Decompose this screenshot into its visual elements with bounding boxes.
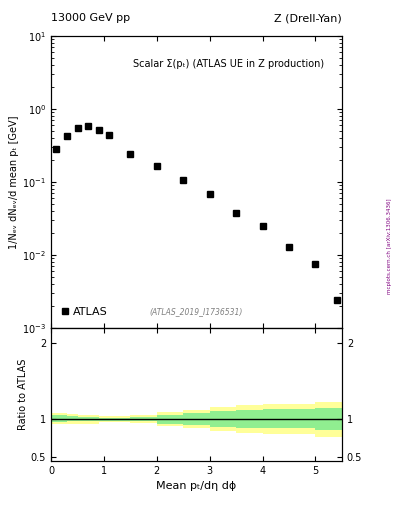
ATLAS [96,126,101,133]
ATLAS [75,125,80,131]
ATLAS [286,244,291,250]
Text: mcplots.cern.ch [arXiv:1306.3436]: mcplots.cern.ch [arXiv:1306.3436] [387,198,392,293]
X-axis label: Mean pₜ/dη dϕ: Mean pₜ/dη dϕ [156,481,237,491]
ATLAS [64,133,69,139]
ATLAS [86,123,90,129]
ATLAS [128,151,133,157]
Line: ATLAS: ATLAS [53,123,340,304]
Legend: ATLAS: ATLAS [57,302,114,323]
ATLAS [107,132,112,138]
ATLAS [181,177,185,183]
ATLAS [154,163,159,169]
ATLAS [54,146,59,153]
Y-axis label: Ratio to ATLAS: Ratio to ATLAS [18,359,28,430]
Text: 13000 GeV pp: 13000 GeV pp [51,13,130,23]
Text: (ATLAS_2019_I1736531): (ATLAS_2019_I1736531) [150,307,243,316]
Text: Z (Drell-Yan): Z (Drell-Yan) [274,13,342,23]
ATLAS [234,209,239,216]
Text: Scalar Σ(pₜ) (ATLAS UE in Z production): Scalar Σ(pₜ) (ATLAS UE in Z production) [132,59,324,69]
ATLAS [208,191,212,197]
Y-axis label: 1/Nₑᵥ dNₑᵥ/d mean pₜ [GeV]: 1/Nₑᵥ dNₑᵥ/d mean pₜ [GeV] [9,115,20,249]
ATLAS [313,261,318,267]
ATLAS [334,297,339,303]
ATLAS [260,223,265,229]
